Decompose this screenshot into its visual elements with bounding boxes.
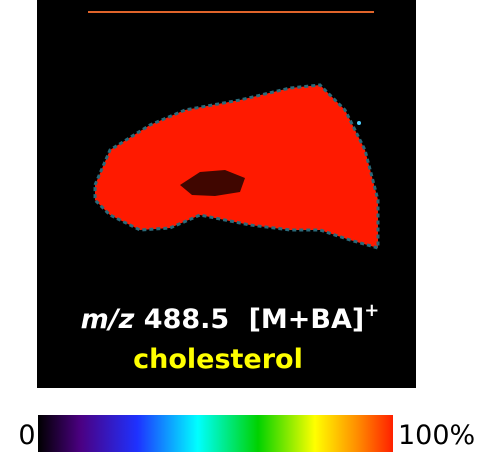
signal-dot (357, 121, 361, 125)
figure: m/z 488.5 [M+BA]+ cholesterol 0 100% (0, 0, 500, 461)
ion-label: m/z 488.5 [M+BA]+ (81, 300, 380, 335)
compound-label: cholesterol (133, 344, 303, 375)
colorbar-max: 100% (398, 420, 475, 451)
colorbar-min: 0 (18, 420, 35, 451)
colorbar (38, 415, 393, 452)
